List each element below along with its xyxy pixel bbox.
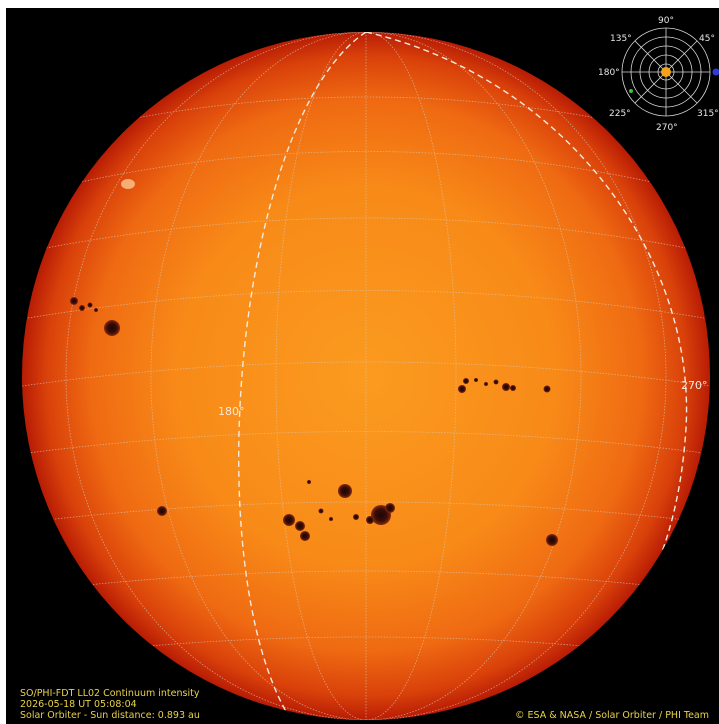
spacecraft-marker-icon [629, 89, 633, 93]
longitude-label-180: 180° [218, 405, 245, 418]
meridian-180 [238, 32, 367, 720]
compass-label-180: 180° [598, 68, 620, 78]
heliographic-grid [22, 32, 710, 720]
meridian-270 [365, 32, 688, 709]
compass-label-135: 135° [610, 34, 632, 44]
orbit-compass: 90° 45° 135° 180° 0° 225° 315° 270° [598, 16, 719, 133]
sunspots [70, 179, 558, 546]
sun-image: 180° 270° 90° 45° [22, 16, 719, 720]
compass-label-90: 90° [658, 16, 674, 26]
image-frame: 180° 270° 90° 45° [6, 8, 719, 724]
longitude-label-270: 270° [681, 379, 708, 392]
observation-timestamp: 2026-05-18 UT 05:08:04 [20, 699, 137, 710]
compass-label-225: 225° [609, 109, 631, 119]
sun-distance: Solar Orbiter - Sun distance: 0.893 au [20, 710, 200, 721]
earth-marker-icon [712, 68, 719, 76]
compass-label-45: 45° [699, 34, 715, 44]
image-credit: © ESA & NASA / Solar Orbiter / PHI Team [514, 710, 709, 721]
instrument-label: SO/PHI-FDT LL02 Continuum intensity [20, 688, 200, 699]
sun-marker-icon [661, 67, 671, 77]
compass-label-315: 315° [697, 109, 719, 119]
sun-disk [22, 32, 710, 720]
compass-label-270: 270° [656, 123, 678, 133]
